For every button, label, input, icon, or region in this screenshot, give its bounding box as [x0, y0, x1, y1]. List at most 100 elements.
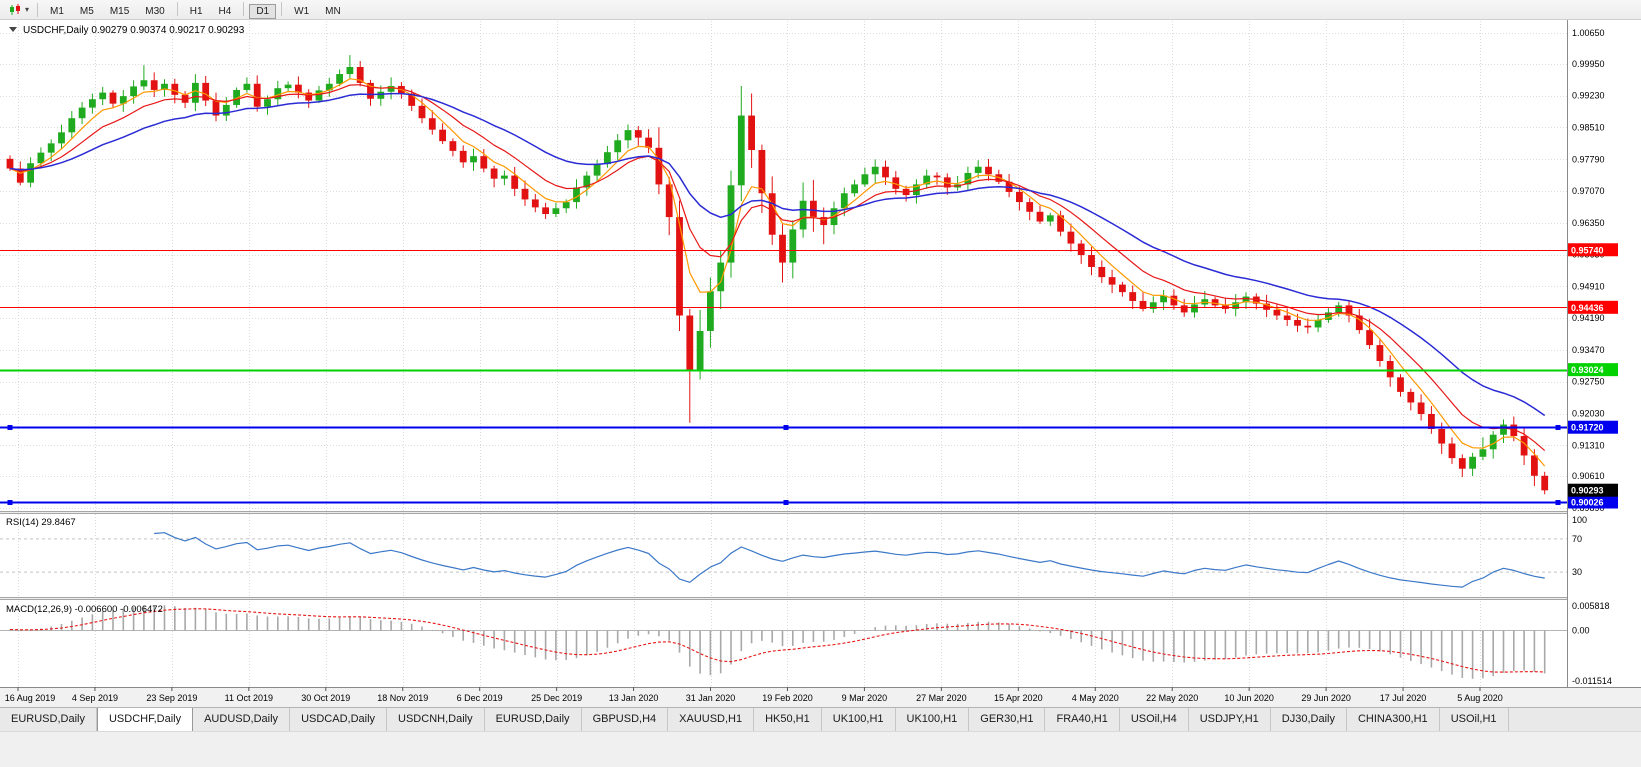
candle-body: [542, 207, 549, 214]
chart-tab-UK100-H1[interactable]: UK100,H1: [895, 708, 970, 731]
chart-tab-FRA40-H1[interactable]: FRA40,H1: [1045, 708, 1120, 731]
time-axis-label: 5 Aug 2020: [1457, 693, 1503, 703]
chart-tab-EURUSD-Daily[interactable]: EURUSD,Daily: [0, 708, 97, 731]
candle-body: [1026, 202, 1034, 212]
candle-body: [758, 149, 766, 194]
candle-body: [1077, 243, 1085, 256]
chart-tab-EURUSD-Daily[interactable]: EURUSD,Daily: [484, 708, 582, 731]
candle-body: [99, 92, 107, 100]
candle-body: [1520, 436, 1528, 456]
candle-body: [933, 175, 941, 178]
hline-handle[interactable]: [783, 425, 789, 430]
toolbar-separator: [281, 2, 283, 17]
time-axis[interactable]: [0, 687, 1641, 707]
chart-tab-USOil-H4[interactable]: USOil,H4: [1119, 708, 1189, 731]
candle-body: [1232, 302, 1240, 309]
chart-tab-GER30-H1[interactable]: GER30,H1: [969, 708, 1046, 731]
time-axis-label: 11 Oct 2019: [225, 693, 273, 703]
candle-body: [696, 330, 704, 370]
panel-splitter[interactable]: [0, 597, 1641, 600]
candle-body: [449, 141, 457, 151]
price-tag-0.95740[interactable]: 0.95740: [1568, 243, 1618, 257]
timeframe-button-H1[interactable]: H1: [189, 5, 203, 17]
timeframe-button-M1[interactable]: M1: [50, 5, 64, 17]
candle-body: [727, 185, 735, 263]
price-tag-0.91720[interactable]: 0.91720: [1568, 420, 1618, 434]
candle-body: [1129, 292, 1137, 301]
timeframe-button-MN[interactable]: MN: [325, 5, 341, 17]
time-axis-label: 25 Dec 2019: [531, 693, 582, 703]
hline-handle[interactable]: [783, 500, 789, 505]
chart-tab-UK100-H1[interactable]: UK100,H1: [821, 708, 896, 731]
panel-splitter[interactable]: [0, 511, 1641, 514]
chart-tab-USDCNH-Daily[interactable]: USDCNH,Daily: [387, 708, 485, 731]
candle-body: [6, 158, 14, 169]
price-tag-0.90026[interactable]: 0.90026: [1568, 495, 1618, 509]
price-scale-column[interactable]: [1568, 20, 1641, 687]
macd-readout: MACD(12,26,9) -0.006600 -0.006472: [6, 604, 163, 615]
rsi-scale-label: 100: [1572, 515, 1587, 525]
candle-body: [851, 184, 858, 194]
macd-scale-label: 0.00: [1572, 626, 1590, 636]
price-tag-0.93024[interactable]: 0.93024: [1568, 363, 1618, 377]
chart-tab-USDCHF-Daily[interactable]: USDCHF,Daily: [96, 708, 194, 731]
current-price-tag[interactable]: 0.90293: [1568, 483, 1618, 497]
timeframe-button-M5[interactable]: M5: [79, 5, 94, 17]
hline-handle[interactable]: [1555, 425, 1561, 430]
timeframe-button-D1[interactable]: D1: [249, 3, 277, 19]
price-gridlines: [0, 33, 1567, 509]
price-tag-0.94436[interactable]: 0.94436: [1568, 300, 1618, 314]
chart-collapse-icon[interactable]: [9, 27, 17, 32]
candle-body: [624, 130, 632, 141]
price-axis-label: 0.94910: [1572, 281, 1605, 291]
candle-body: [562, 202, 570, 209]
candle-body: [799, 200, 807, 230]
candle-body: [161, 83, 168, 90]
candle-body: [1242, 296, 1250, 303]
chart-tab-USDJPY-H1[interactable]: USDJPY,H1: [1188, 708, 1271, 731]
timeframe-button-H4[interactable]: H4: [218, 5, 232, 17]
price-tag-box: [1568, 420, 1618, 434]
chart-tab-AUDUSD-Daily[interactable]: AUDUSD,Daily: [193, 708, 291, 731]
candle-body: [439, 129, 446, 142]
chart-canvas[interactable]: 1.00650 0.99950 0.99230 0.98510 0.97790 0.970…: [0, 20, 1641, 707]
chart-tab-bar: EURUSD,Daily USDCHF,Daily AUDUSD,Daily USDC…: [0, 707, 1641, 731]
candle-body: [552, 208, 560, 214]
price-axis-label: 0.97070: [1572, 186, 1605, 196]
chart-tab-CHINA300-H1[interactable]: CHINA300,H1: [1346, 708, 1440, 731]
chart-tab-XAUUSD-H1[interactable]: XAUUSD,H1: [668, 708, 755, 731]
time-axis-label: 18 Nov 2019: [377, 693, 428, 703]
price-tag-box: [1568, 300, 1618, 314]
candle-body: [16, 168, 24, 183]
candle-body: [1119, 284, 1126, 293]
chart-tab-USDCAD-Daily[interactable]: USDCAD,Daily: [290, 708, 388, 731]
chart-type-dropdown-button[interactable]: ▾: [4, 3, 33, 16]
price-tag-text: 0.90293: [1571, 486, 1604, 496]
candle-body: [1067, 231, 1075, 244]
timeframe-button-M30[interactable]: M30: [145, 5, 165, 17]
candle-body: [1016, 191, 1023, 203]
chart-tab-HK50-H1[interactable]: HK50,H1: [754, 708, 822, 731]
hline-handle[interactable]: [1555, 500, 1561, 505]
candle-body: [1469, 456, 1476, 469]
candle-body: [1366, 330, 1373, 346]
toolbar-separator: [176, 2, 178, 17]
candle-body: [490, 168, 498, 179]
candle-body: [1325, 312, 1332, 320]
chart-tab-DJ30-Daily[interactable]: DJ30,Daily: [1270, 708, 1347, 731]
chart-tab-USOil-H1[interactable]: USOil,H1: [1439, 708, 1509, 731]
hline-handle[interactable]: [7, 425, 13, 430]
candle-body: [119, 96, 127, 104]
candle-body: [325, 83, 333, 91]
timeframe-button-W1[interactable]: W1: [294, 5, 310, 17]
hline-handle[interactable]: [7, 500, 13, 505]
macd-signal-line: [9, 608, 1545, 673]
rsi-line: [154, 532, 1545, 588]
timeframe-button-M15[interactable]: M15: [109, 5, 130, 17]
chart-tab-GBPUSD-H4[interactable]: GBPUSD,H4: [581, 708, 669, 731]
candle-body: [37, 152, 45, 164]
candle-body: [964, 172, 972, 185]
chart-background[interactable]: [0, 20, 1641, 687]
candle-body: [387, 85, 395, 92]
candle-body: [1386, 360, 1394, 378]
